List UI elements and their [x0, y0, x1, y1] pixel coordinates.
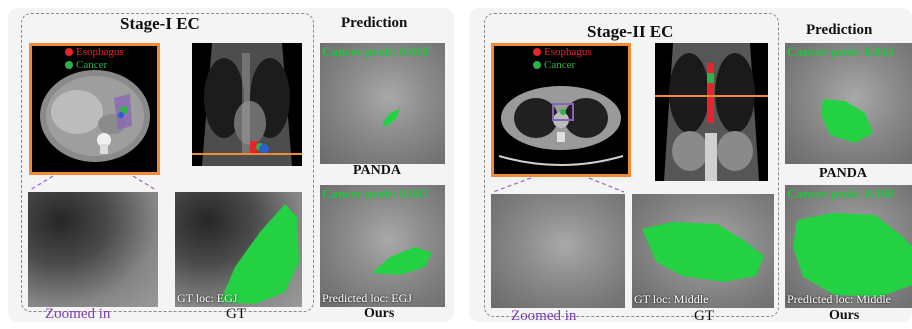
stage2-ours-method: Ours [829, 308, 860, 323]
stage1-ours-method: Ours [364, 306, 395, 321]
cancer-dot-icon [533, 61, 541, 69]
stage1-title: Stage-I EC [120, 14, 200, 33]
stage1-dashed-frame [21, 13, 314, 312]
stage2-gt-label: GT [694, 308, 714, 324]
stage1-ours-image: Cancer prob: 0.987 Predicted loc: EGJ [320, 185, 445, 307]
stage2-panda-method: PANDA [819, 166, 867, 181]
stage1-panda-method: PANDA [353, 163, 401, 178]
stage1-panda-image: Cancer prob: 0.018 [320, 43, 445, 164]
esophagus-dot-icon [533, 48, 541, 56]
stage2-panda-image: Cancer prob: 0.814 [785, 43, 912, 164]
stage1-gt-loc: GT loc: EGJ [177, 291, 238, 305]
stage1-legend-esophagus: Esophagus [65, 46, 124, 58]
stage1-ours-loc: Predicted loc: EGJ [322, 291, 412, 305]
stage2-ours-loc: Predicted loc: Middle [787, 292, 891, 306]
stage2-dashed-frame [484, 13, 779, 317]
stage1-zoom-label: Zoomed in [45, 306, 111, 322]
stage1-axial-ct-image [29, 43, 160, 175]
stage1-legend-esophagus-label: Esophagus [76, 46, 124, 58]
stage1-coronal-ct-image [192, 43, 302, 166]
stage2-zoom-connector [492, 177, 625, 193]
stage1-legend-cancer: Cancer [65, 59, 107, 71]
stage1-zoomed-in-image [28, 192, 158, 307]
stage2-ours-prob: Cancer prob: 0.998 [787, 186, 894, 201]
stage1-zoom-connector [29, 175, 157, 191]
stage2-gt-loc: GT loc: Middle [634, 292, 709, 306]
stage1-panel: Stage-I EC Prediction Esophagus Cancer [8, 8, 454, 322]
stage2-zoom-label: Zoomed in [511, 308, 577, 324]
stage2-panel: Stage-II EC Prediction Esophagus Cancer [469, 8, 912, 324]
stage1-gt-label: GT [226, 306, 246, 322]
stage2-legend-esophagus: Esophagus [533, 46, 592, 58]
stage2-prediction-title: Prediction [806, 22, 873, 38]
stage2-legend-cancer-label: Cancer [544, 59, 576, 71]
stage2-legend-esophagus-label: Esophagus [544, 46, 592, 58]
stage1-prediction-title: Prediction [341, 15, 408, 31]
stage1-panda-prob: Cancer prob: 0.018 [322, 44, 429, 59]
stage2-ours-image: Cancer prob: 0.998 Predicted loc: Middle [785, 185, 912, 308]
stage2-coronal-ct-image [655, 43, 768, 181]
stage2-panda-prob: Cancer prob: 0.814 [787, 44, 894, 59]
esophagus-dot-icon [65, 48, 73, 56]
cancer-dot-icon [65, 61, 73, 69]
stage2-zoomed-in-image [491, 194, 625, 308]
stage1-gt-image: GT loc: EGJ [175, 192, 302, 307]
stage1-ours-prob: Cancer prob: 0.987 [322, 186, 429, 201]
stage1-legend-cancer-label: Cancer [76, 59, 108, 71]
stage2-title: Stage-II EC [587, 22, 674, 41]
stage2-gt-image: GT loc: Middle [632, 194, 774, 308]
stage2-legend-cancer: Cancer [533, 59, 575, 71]
stage2-axial-ct-image [491, 43, 631, 177]
